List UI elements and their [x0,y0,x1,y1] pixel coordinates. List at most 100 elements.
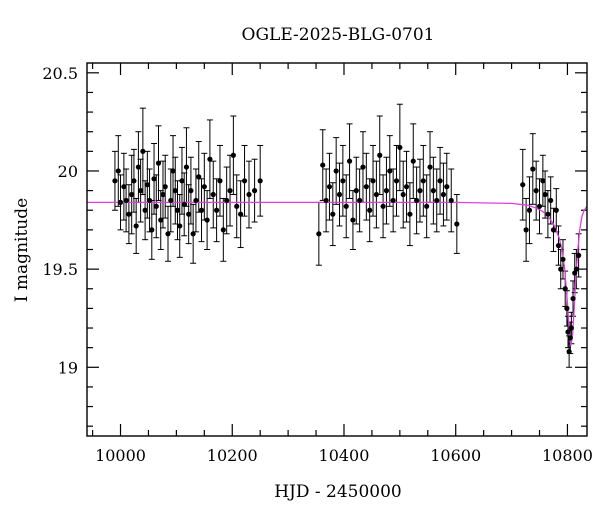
data-point [151,176,157,182]
data-point [437,178,443,184]
data-point [326,184,333,190]
y-tick-label: 19 [58,358,78,377]
data-point [162,184,168,190]
data-point [410,158,416,164]
data-point [444,184,450,190]
data-point [567,335,573,341]
data-point [214,207,220,213]
data-point [403,184,410,190]
data-point [227,188,233,194]
data-point [207,156,213,162]
data-point [357,197,363,204]
data-point [555,242,562,249]
data-point [548,197,554,204]
data-point [179,178,185,184]
data-point [400,191,406,198]
x-axis-label: HJD - 2450000 [274,482,402,502]
data-point [564,305,570,311]
x-axis-tick-labels: 10000 10200 10400 10600 10800 [95,446,593,465]
data-point [196,174,202,180]
model-curve [87,201,587,346]
data-point [257,178,263,184]
data-point [174,207,181,213]
data-point [186,211,192,217]
data-point [523,227,529,233]
data-point [520,182,526,188]
data-point [133,223,139,229]
data-point [360,164,366,170]
data-point [573,266,579,272]
data-point [367,207,373,213]
data-point [434,197,440,204]
data-point [220,227,226,233]
data-point [550,227,557,233]
data-point [142,207,148,213]
data-point [380,203,386,209]
data-point [144,182,150,188]
data-point [397,144,403,151]
y-axis-ticks [87,72,587,427]
data-point [155,160,162,166]
data-point [160,191,166,198]
chart-title: OGLE-2025-BLG-0701 [242,25,435,45]
data-point [241,178,248,184]
data-point [177,223,183,229]
data-point [316,231,322,237]
data-point [407,211,413,217]
data-point [377,152,383,158]
data-point [153,203,159,209]
data-point [545,211,551,217]
data-point [234,203,240,209]
data-point [158,217,164,223]
data-point [135,164,141,170]
plot-frame [86,62,588,437]
data-point [363,184,369,190]
y-tick-label: 20.5 [42,64,78,83]
data-point [336,191,343,198]
data-point [217,178,223,184]
data-point [168,197,174,204]
data-point [414,197,420,204]
data-point [526,207,533,213]
data-point [420,178,426,184]
x-axis-ticks [91,63,569,436]
data-point [540,178,546,184]
data-point [353,188,359,194]
data-point [115,168,121,174]
data-point [320,162,326,168]
y-tick-label: 20 [58,162,78,181]
data-point [183,164,190,170]
data-point [238,211,244,217]
data-point [373,191,379,198]
data-point [131,178,137,184]
data-point [533,188,539,194]
x-tick-label: 10800 [542,446,593,465]
data-point [126,211,132,217]
data-point [390,197,396,204]
data-point [121,184,127,190]
data-point [246,191,252,198]
data-point [117,199,124,205]
data-point [572,270,578,276]
error-bars [111,103,582,368]
data-point [224,197,230,204]
data-point [568,325,574,331]
x-tick-label: 10200 [207,446,258,465]
x-tick-label: 10600 [430,446,481,465]
data-point [172,188,178,194]
data-point [230,152,236,158]
data-point [165,231,171,237]
data-point [193,197,199,204]
data-point [570,295,576,302]
plot-area [87,103,587,368]
data-point [190,231,196,237]
data-point [138,188,144,194]
data-point [576,252,582,258]
data-point [417,188,423,194]
data-point [210,191,216,198]
x-tick-label: 10400 [319,446,370,465]
data-point [530,166,536,172]
y-axis-label: I magnitude [12,198,32,302]
data-point [454,221,460,227]
